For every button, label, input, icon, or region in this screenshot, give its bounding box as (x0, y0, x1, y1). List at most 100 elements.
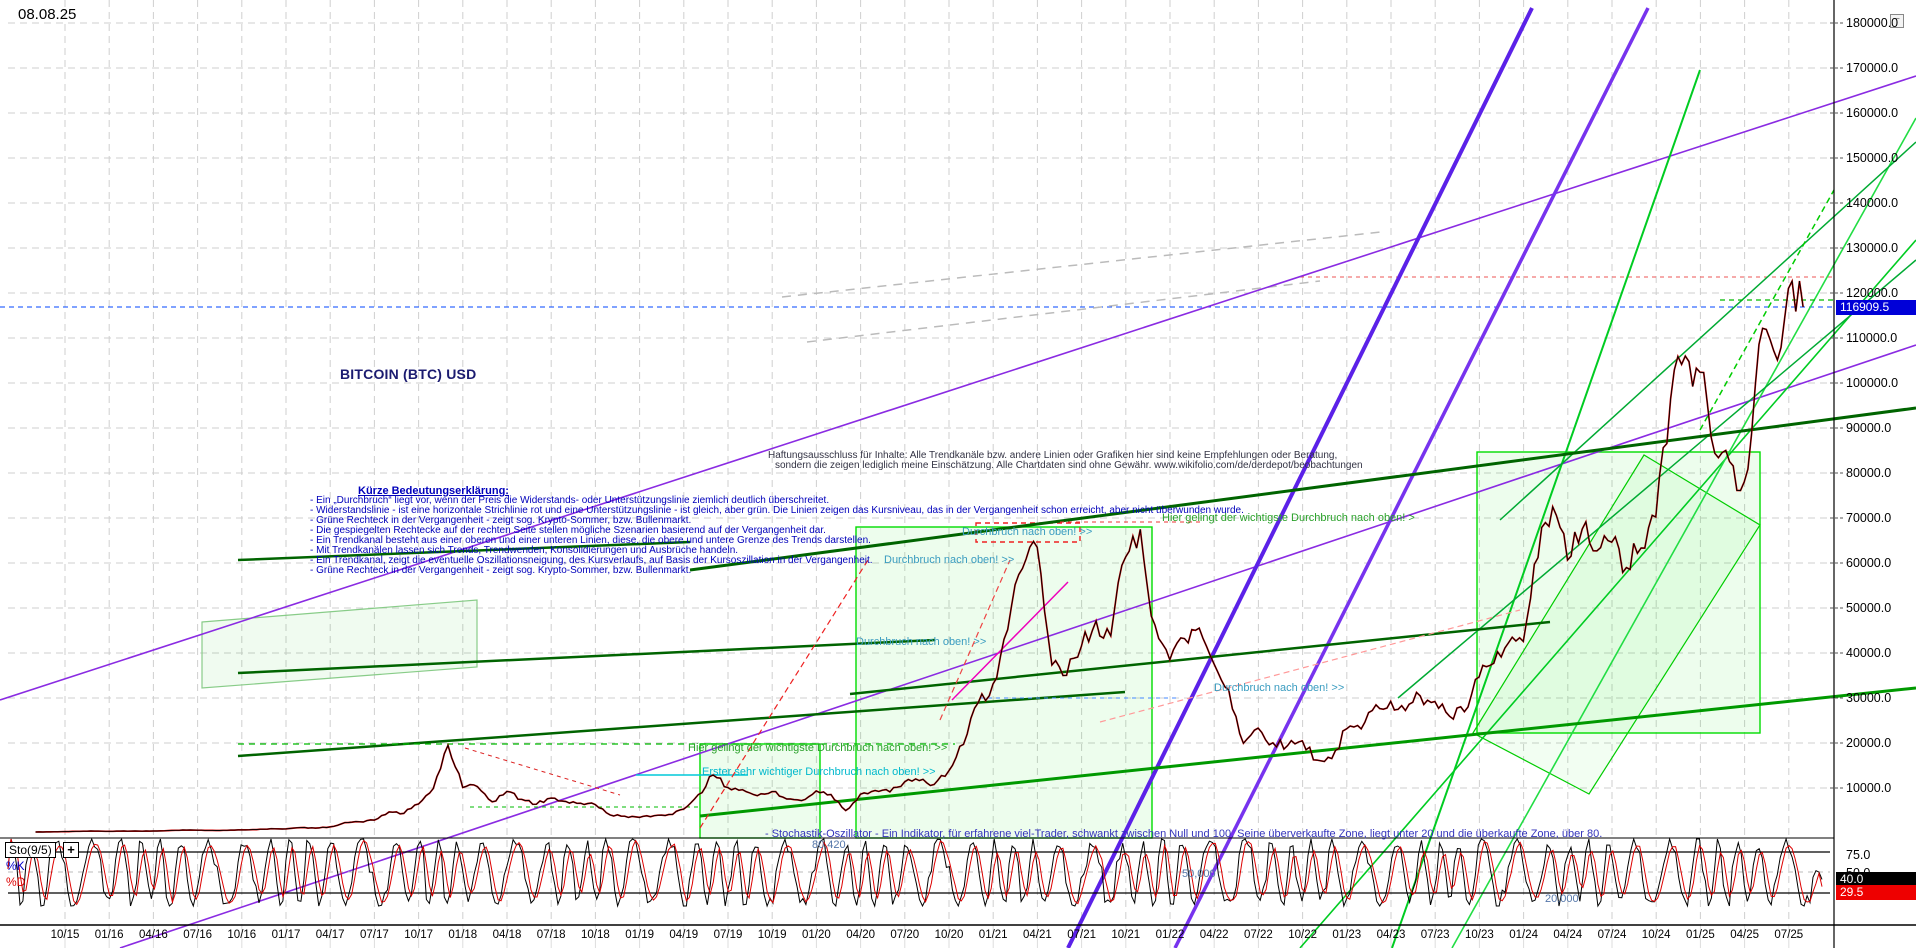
trendline (1066, 7, 1534, 948)
chart-title: BITCOIN (BTC) USD (340, 366, 477, 382)
stochastic-k-label: %K (6, 859, 25, 873)
time-axis-label: 04/20 (846, 929, 875, 941)
time-axis-label: 04/18 (492, 929, 522, 941)
time-axis-label: 07/18 (536, 929, 566, 941)
chart-annotation: Durchbruch nach oben! >> (884, 554, 1015, 566)
marker-rect (855, 526, 1153, 839)
scenario-polygon (201, 599, 478, 689)
time-axis-label: 04/22 (1199, 929, 1229, 941)
time-axis-label: 04/24 (1553, 929, 1583, 941)
time-axis-label: 07/22 (1244, 929, 1273, 941)
time-axis-label: 04/16 (139, 929, 168, 941)
time-axis-label: 10/22 (1288, 929, 1317, 941)
price-axis-label: 110000.0 (1846, 331, 1898, 345)
marker-rect (699, 743, 821, 839)
disclaimer-line2: sondern die zeigen lediglich meine Einsc… (775, 460, 1363, 471)
time-axis-label: 04/25 (1730, 929, 1759, 941)
trendline (699, 559, 869, 829)
legend-block: Kürze Bedeutungserklärung: - Ein „Durchb… (310, 486, 1244, 576)
time-axis-label: 07/21 (1067, 929, 1096, 941)
price-axis-label: 60000.0 (1846, 556, 1892, 570)
time-axis-label: 01/17 (271, 929, 301, 941)
trendline (951, 581, 1069, 701)
time-axis-label: 01/23 (1332, 929, 1362, 941)
time-axis-label: 10/20 (934, 929, 964, 941)
legend-heading: Kürze Bedeutungserklärung: (358, 485, 509, 497)
time-axis-label: 01/24 (1509, 929, 1538, 941)
legend-item: - Ein Trendkanal besteht aus einer obere… (310, 535, 871, 546)
indicator-label: Sto(9/5) (5, 842, 56, 858)
time-axis-label: 10/23 (1465, 929, 1494, 941)
time-axis-label: 10/21 (1111, 929, 1141, 941)
legend-item: - Die gespiegelten Rechtecke auf der rec… (310, 525, 826, 536)
trendline (1299, 239, 1916, 948)
trendline (237, 690, 1126, 758)
legend-item: - Ein Trendkanal, zeigt die eventuelle O… (310, 555, 873, 566)
trendline (849, 620, 1551, 696)
trendline (237, 540, 691, 562)
price-series (35, 279, 1804, 833)
price-axis-label: 140000.0 (1846, 196, 1899, 210)
time-axis-label: 07/20 (890, 929, 920, 941)
legend-item: - Grüne Rechteck in der Vergangenheit - … (310, 565, 692, 576)
legend-item: - Widerstandslinie - ist eine horizontal… (310, 505, 1244, 516)
trendline (699, 686, 1916, 818)
trendline (237, 638, 936, 675)
trendline (464, 747, 621, 796)
legend-item: - Mit Trendkanälen lassen sich Trends, T… (310, 545, 739, 556)
price-axis-label: 50000.0 (1846, 601, 1892, 615)
marker-rect (1476, 451, 1761, 734)
time-axis-label: 01/25 (1686, 929, 1715, 941)
time-axis-label: 01/16 (94, 929, 124, 941)
price-axis-label: 30000.0 (1846, 691, 1892, 705)
time-axis-label: 10/15 (50, 929, 80, 941)
time-axis-label: 10/17 (404, 929, 433, 941)
legend-item: - Grüne Rechteck in der Vergangenheit - … (310, 515, 692, 526)
trendline (806, 280, 1321, 343)
date-label: 08.08.25 (18, 6, 77, 23)
price-axis-label: 150000.0 (1846, 151, 1899, 165)
price-axis-label: 90000.0 (1846, 421, 1892, 435)
current-price-box: 116909.5 (1836, 299, 1916, 315)
chart-annotation: Durchbruch nach oben! >> (962, 526, 1093, 538)
legend-items: - Ein „Durchbruch“ liegt vor, wenn der P… (310, 496, 1244, 576)
chart-annotation: Durchbruch nach oben! >> (1214, 682, 1345, 694)
price-axis-label: 100000.0 (1846, 376, 1899, 390)
stochastic-d-line (7, 838, 1823, 906)
trendline (781, 231, 1382, 298)
trendline (939, 559, 1011, 721)
trendline (119, 344, 1916, 948)
oscillator-note: - Stochastik-Oszillator - Ein Indikator,… (765, 828, 1603, 840)
collapse-axis-icon[interactable]: − (1890, 14, 1904, 28)
trendline (1451, 117, 1916, 948)
price-axis-label: 180000.0 (1846, 16, 1899, 30)
trendline (1391, 69, 1701, 948)
price-axis-label: 160000.0 (1846, 106, 1899, 120)
price-axis-label: 40000.0 (1846, 646, 1892, 660)
stochastic-d-label: %D (6, 875, 26, 889)
price-axis-label: 130000.0 (1846, 241, 1899, 255)
price-axis-label: 20000.0 (1846, 736, 1892, 750)
time-axis-label: 01/18 (448, 929, 478, 941)
trendline (1699, 189, 1835, 431)
time-axis-label: 10/18 (581, 929, 610, 941)
time-axis-label: 04/23 (1376, 929, 1406, 941)
indicator-name: Sto(9/5) (9, 843, 52, 857)
time-axis-label: 07/24 (1597, 929, 1627, 941)
disclaimer-line1: Haftungsausschluss für Inhalte: Alle Tre… (768, 450, 1338, 461)
legend-item: - Ein „Durchbruch“ liegt vor, wenn der P… (310, 495, 830, 506)
add-indicator-button[interactable]: + (63, 842, 79, 858)
time-axis-label: 07/16 (183, 929, 212, 941)
price-axis-label: 120000.0 (1846, 286, 1899, 300)
time-axis-label: 10/19 (757, 929, 787, 941)
oscillator-level-label: 20,000 (1545, 893, 1579, 905)
oscillator-axis-label: 75.0 (1846, 848, 1871, 863)
time-axis-label: 07/19 (713, 929, 743, 941)
trendline (1099, 609, 1521, 723)
trendline (1499, 141, 1916, 521)
time-axis-label: 10/24 (1641, 929, 1671, 941)
time-axis-label: 01/22 (1155, 929, 1185, 941)
trendline (1397, 259, 1916, 699)
